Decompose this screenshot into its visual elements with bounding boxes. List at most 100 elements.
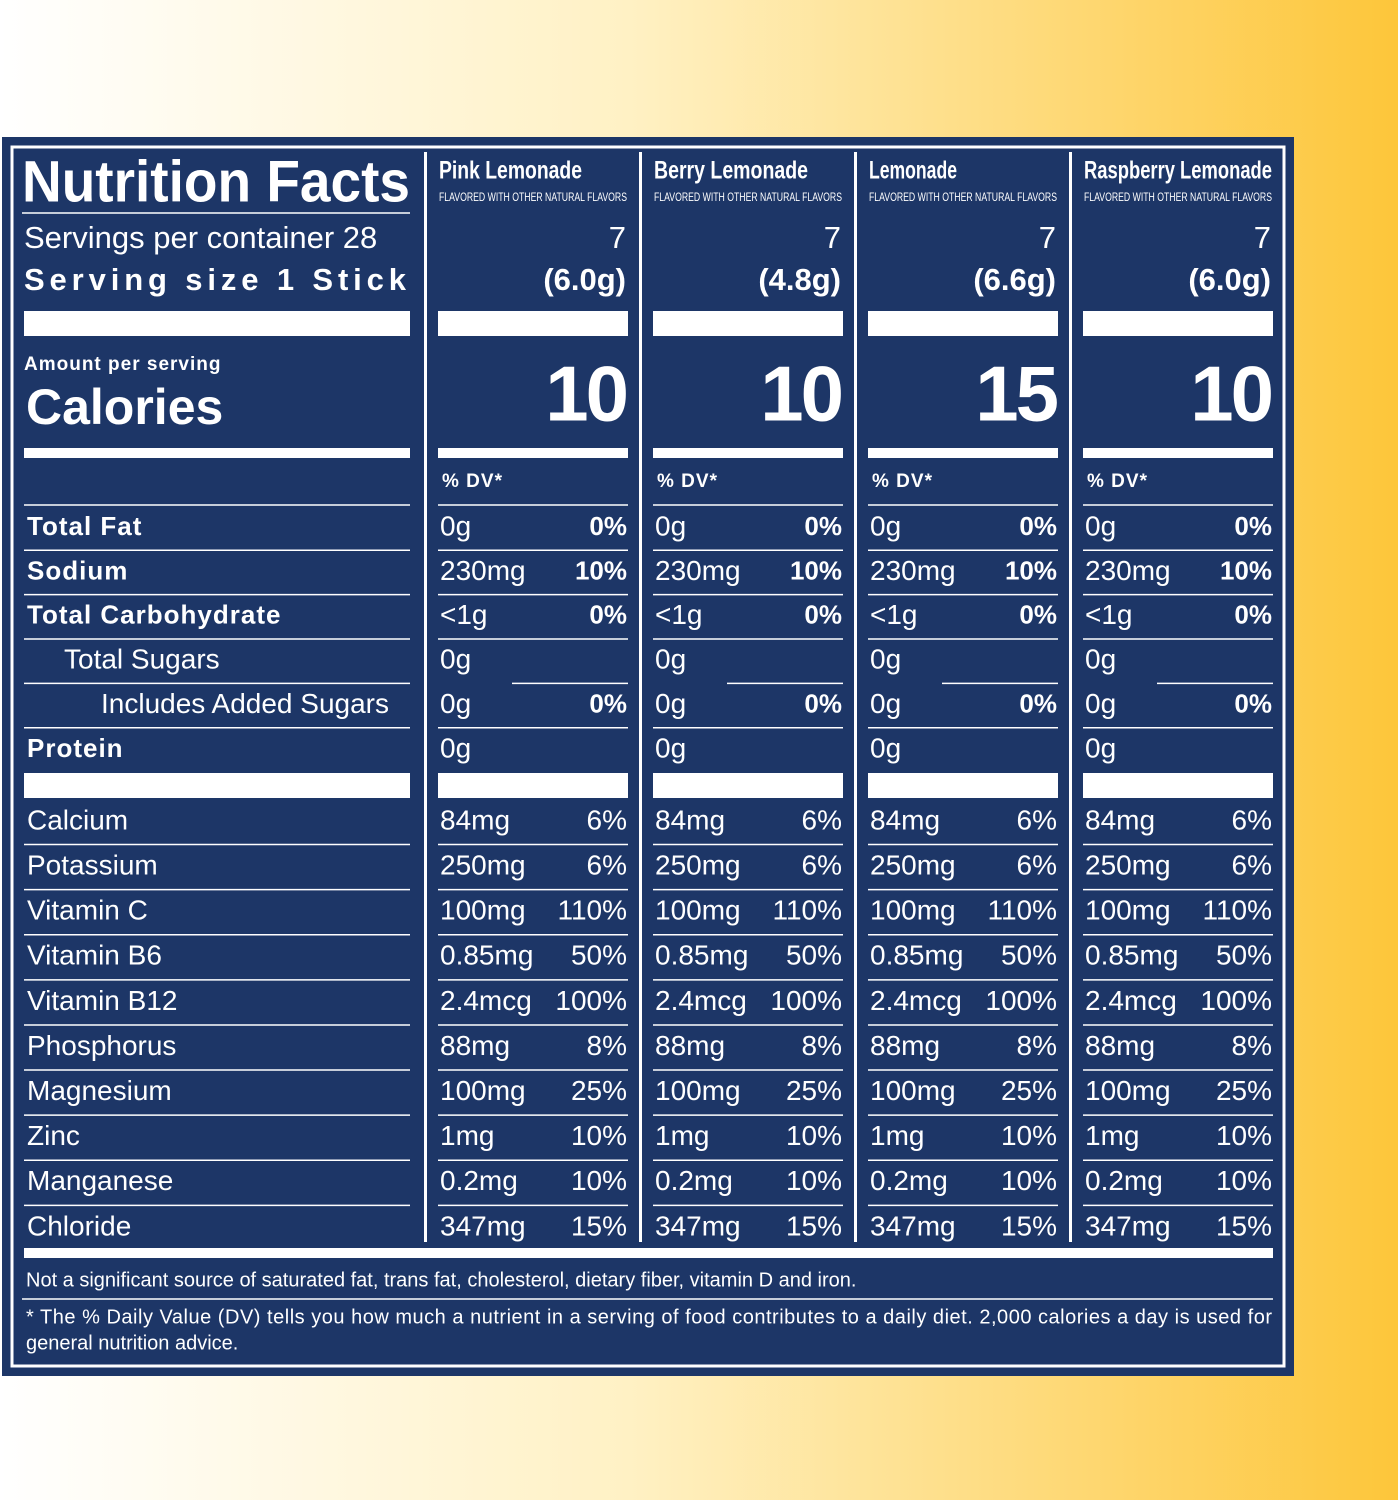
- daily-value: 25%: [1001, 1075, 1057, 1106]
- rule-bar: [24, 448, 410, 458]
- amount: 84mg: [870, 804, 940, 835]
- daily-value: 10%: [571, 1165, 627, 1196]
- daily-value: 0%: [1019, 600, 1057, 630]
- amount: <1g: [870, 599, 918, 630]
- amount: 347mg: [1085, 1210, 1171, 1241]
- servings: 7: [1039, 220, 1056, 255]
- servings-label: Servings per container 28: [24, 220, 377, 255]
- footnote-dv: * The % Daily Value (DV) tells you how m…: [26, 1306, 1272, 1328]
- daily-value: 0%: [1234, 511, 1272, 541]
- rule-bar: [1083, 773, 1273, 798]
- amount: <1g: [655, 599, 703, 630]
- daily-value: 100%: [770, 985, 842, 1016]
- daily-value: 110%: [557, 895, 627, 926]
- amount: 2.4mcg: [1085, 985, 1177, 1016]
- daily-value: 0%: [1019, 511, 1057, 541]
- rule-bar: [653, 448, 843, 458]
- daily-value: 10%: [786, 1165, 842, 1196]
- amount: 0g: [1085, 644, 1116, 675]
- amount: <1g: [1085, 599, 1133, 630]
- amount: 84mg: [1085, 804, 1155, 835]
- dv-label: % DV*: [657, 471, 718, 492]
- serving-size: (6.6g): [973, 262, 1056, 297]
- servings: 7: [609, 220, 626, 255]
- product-name: Berry Lemonade: [654, 157, 808, 185]
- daily-value: 8%: [587, 1030, 627, 1061]
- calories: 10: [1190, 350, 1271, 438]
- daily-value: 0%: [1234, 688, 1272, 718]
- daily-value: 6%: [1017, 849, 1057, 880]
- amount: 0g: [1085, 688, 1116, 719]
- daily-value: 10%: [1216, 1120, 1272, 1151]
- row-label: Protein: [27, 733, 124, 763]
- amount: 0.2mg: [870, 1165, 948, 1196]
- product-name: Raspberry Lemonade: [1084, 157, 1272, 185]
- daily-value: 50%: [1001, 940, 1057, 971]
- rule-bar: [24, 773, 410, 798]
- amount-label: Amount per serving: [24, 354, 221, 375]
- rule-bar: [24, 1248, 1273, 1258]
- daily-value: 6%: [802, 849, 842, 880]
- daily-value: 0%: [804, 688, 842, 718]
- amount: 0g: [870, 732, 901, 763]
- daily-value: 15%: [571, 1210, 627, 1241]
- product-name: Lemonade: [869, 157, 957, 185]
- amount: 1mg: [1085, 1120, 1139, 1151]
- amount: 1mg: [870, 1120, 924, 1151]
- daily-value: 10%: [1005, 555, 1057, 585]
- daily-value: 0%: [1019, 688, 1057, 718]
- row-label: Sodium: [27, 555, 128, 585]
- amount: <1g: [440, 599, 488, 630]
- amount: 230mg: [870, 555, 956, 586]
- title: Nutrition Facts: [22, 149, 410, 214]
- row-label: Potassium: [27, 849, 158, 880]
- daily-value: 25%: [786, 1075, 842, 1106]
- daily-value: 0%: [804, 600, 842, 630]
- amount: 250mg: [870, 849, 956, 880]
- daily-value: 10%: [790, 555, 842, 585]
- amount: 0g: [655, 732, 686, 763]
- daily-value: 6%: [1017, 804, 1057, 835]
- row-label: Zinc: [27, 1120, 80, 1151]
- amount: 100mg: [1085, 1075, 1171, 1106]
- amount: 88mg: [870, 1030, 940, 1061]
- amount: 2.4mcg: [870, 985, 962, 1016]
- amount: 0g: [655, 688, 686, 719]
- daily-value: 10%: [1216, 1165, 1272, 1196]
- amount: 84mg: [655, 804, 725, 835]
- amount: 0.2mg: [655, 1165, 733, 1196]
- daily-value: 6%: [587, 849, 627, 880]
- amount: 100mg: [870, 1075, 956, 1106]
- daily-value: 15%: [1216, 1210, 1272, 1241]
- product-subtitle: FLAVORED WITH OTHER NATURAL FLAVORS: [869, 190, 1057, 204]
- amount: 0g: [870, 688, 901, 719]
- amount: 2.4mcg: [440, 985, 532, 1016]
- amount: 0g: [440, 688, 471, 719]
- calories: 10: [545, 350, 626, 438]
- amount: 100mg: [655, 1075, 741, 1106]
- daily-value: 10%: [1001, 1165, 1057, 1196]
- amount: 0g: [440, 510, 471, 541]
- daily-value: 0%: [589, 688, 627, 718]
- amount: 0g: [1085, 732, 1116, 763]
- amount: 230mg: [1085, 555, 1171, 586]
- rule-bar: [868, 311, 1058, 336]
- amount: 84mg: [440, 804, 510, 835]
- amount: 1mg: [655, 1120, 709, 1151]
- daily-value: 6%: [587, 804, 627, 835]
- amount: 230mg: [440, 555, 526, 586]
- row-label: Manganese: [27, 1165, 173, 1196]
- daily-value: 6%: [1232, 849, 1272, 880]
- rule-bar: [653, 773, 843, 798]
- rule-bar: [438, 448, 628, 458]
- row-label: Phosphorus: [27, 1030, 176, 1061]
- daily-value: 100%: [985, 985, 1057, 1016]
- amount: 100mg: [440, 895, 526, 926]
- row-label: Magnesium: [27, 1075, 172, 1106]
- amount: 0.85mg: [870, 940, 963, 971]
- daily-value: 10%: [571, 1120, 627, 1151]
- serving-size: (4.8g): [758, 262, 841, 297]
- daily-value: 0%: [804, 511, 842, 541]
- amount: 0.2mg: [1085, 1165, 1163, 1196]
